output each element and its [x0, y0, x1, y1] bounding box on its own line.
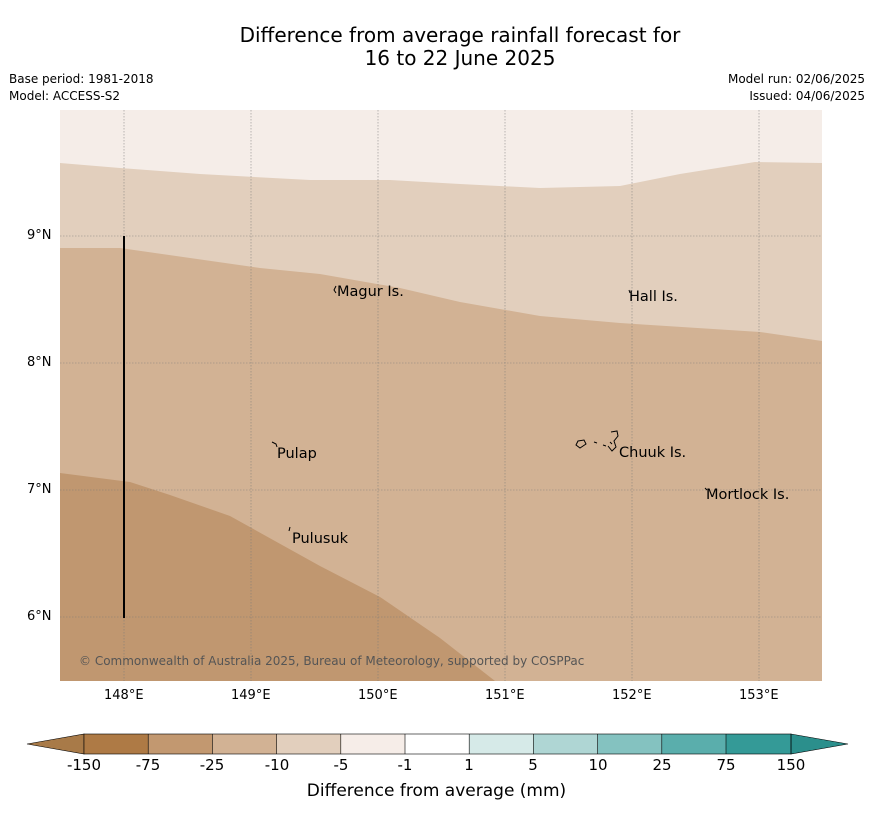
pulap-island [271, 441, 278, 448]
pulusuk-island [288, 526, 291, 532]
chuuk-islands [575, 430, 619, 452]
colorbar-title: Difference from average (mm) [306, 781, 567, 801]
place-label-pulusuk: Pulusuk [292, 531, 349, 547]
colorbar-label: 75 [716, 756, 736, 774]
colorbar-cell-minus10-minus5 [276, 734, 341, 754]
lat-tick-8: 8°N [27, 355, 52, 370]
place-label-mortlock: Mortlock Is. [706, 487, 790, 503]
colorbar-extend-high [790, 733, 849, 755]
colorbar-label: -10 [264, 756, 290, 774]
lat-tick-9: 9°N [27, 228, 52, 243]
colorbar-cell-minus25-minus10 [212, 734, 277, 754]
model-name: Model: ACCESS-S2 [9, 89, 121, 103]
model-run: Model run: 02/06/2025 [727, 72, 865, 86]
chart-title-line1: Difference from average rainfall forecas… [239, 23, 681, 47]
colorbar-cell-25-75 [661, 734, 726, 754]
colorbar-label: 25 [652, 756, 672, 774]
lon-tick-152: 152°E [612, 688, 652, 703]
place-label-hall: Hall Is. [629, 289, 678, 305]
colorbar-cell-75-150 [726, 734, 791, 754]
colorbar-label: 5 [528, 756, 538, 774]
colorbar-frame [83, 733, 792, 755]
colorbar-label: -150 [66, 756, 102, 774]
colorbar-cell-10-25 [597, 734, 662, 754]
colorbar-label: 150 [776, 756, 806, 774]
chart-title-line2: 16 to 22 June 2025 [364, 46, 556, 70]
colorbar-label: -1 [397, 756, 413, 774]
place-label-pulap: Pulap [277, 446, 317, 462]
lon-tick-151: 151°E [485, 688, 525, 703]
colorbar-label: 10 [588, 756, 608, 774]
hall-island [628, 289, 631, 294]
graticule [60, 110, 822, 681]
colorbar-label: -25 [199, 756, 225, 774]
lon-tick-153: 153°E [739, 688, 779, 703]
colorbar [26, 733, 849, 755]
mortlock-island [704, 487, 708, 491]
band-minus1-minus5 [60, 110, 822, 188]
colorbar-cell-1-5 [469, 734, 534, 754]
colorbar-cell-5-10 [533, 734, 598, 754]
place-label-magur: Magur Is. [337, 284, 404, 300]
issued-date: Issued: 04/06/2025 [749, 89, 865, 103]
colorbar-dividers [147, 734, 727, 754]
base-period: Base period: 1981-2018 [9, 72, 154, 86]
rainfall-map [60, 110, 822, 681]
colorbar-label: 1 [464, 756, 474, 774]
colorbar-cell-minus75-minus25 [148, 734, 213, 754]
colorbar-cell-minus1-1 [405, 734, 470, 754]
lat-tick-6: 6°N [27, 609, 52, 624]
colorbar-label: -5 [333, 756, 349, 774]
copyright-notice: © Commonwealth of Australia 2025, Bureau… [79, 654, 585, 668]
colorbar-cell-minus5-minus1 [340, 734, 405, 754]
lat-tick-7: 7°N [27, 482, 52, 497]
colorbar-extend-low [26, 733, 85, 755]
lon-tick-148: 148°E [104, 688, 144, 703]
lon-tick-150: 150°E [358, 688, 398, 703]
colorbar-cell-minus150-minus75 [84, 734, 149, 754]
place-label-chuuk: Chuuk Is. [619, 445, 687, 461]
island-outlines [271, 285, 708, 532]
magur-island [333, 285, 337, 294]
lon-tick-149: 149°E [231, 688, 271, 703]
colorbar-label: -75 [135, 756, 161, 774]
